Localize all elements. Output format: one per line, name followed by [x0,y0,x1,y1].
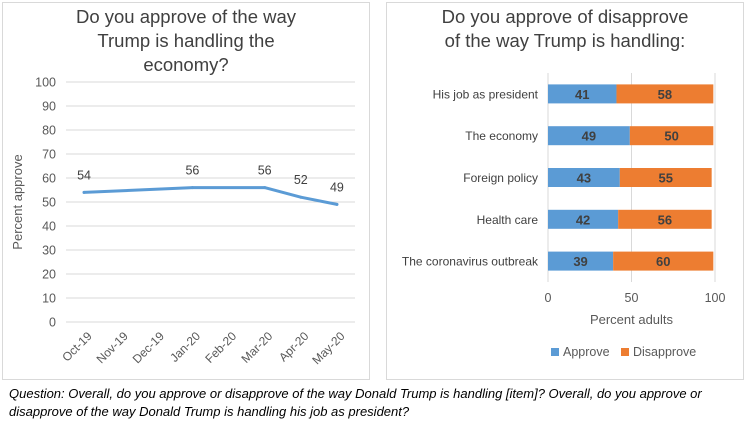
bar-value-label: 55 [659,171,673,186]
y-tick-label: 40 [42,220,56,234]
data-label: 56 [258,164,272,178]
x-tick-label: Feb-20 [202,329,239,366]
x-axis-label: Percent adults [590,312,674,327]
y-tick-label: 70 [42,148,56,162]
bar-value-label: 42 [576,212,590,227]
category-label: The economy [465,129,538,143]
data-label: 49 [330,180,344,194]
data-point [263,186,267,190]
line-chart-title: Do you approve of the way Trump is handl… [3,5,369,77]
x-tick-label: Apr-20 [276,329,312,365]
line-chart-title-line: Do you approve of the way [75,6,297,27]
bar-value-label: 56 [658,212,672,227]
data-point [82,190,86,194]
category-label: His job as president [433,87,539,101]
x-tick-label: Mar-20 [239,329,276,366]
legend-swatch-disapprove [621,348,629,356]
y-tick-label: 0 [49,316,56,330]
bar-chart: 0 50 100 Percent adults His job as president… [402,73,726,359]
disapprove-bar [629,126,714,146]
approve-bar [548,209,619,229]
legend-label: Approve [563,345,610,359]
disapprove-bar [613,251,714,271]
y-axis-label: Percent approve [10,154,25,249]
approve-bar [548,251,614,271]
bar-chart-title: Do you approve of disapprove of the way … [387,5,743,53]
x-tick-label: 100 [705,291,726,305]
y-tick-label: 90 [42,100,56,114]
y-tick-label: 100 [35,76,56,90]
category-label: Health care [477,213,539,227]
data-point [335,202,339,206]
bar-chart-title-line: of the way Trump is handling: [444,30,686,51]
bar-value-label: 41 [575,87,589,102]
y-tick-label: 30 [42,244,56,258]
bar-value-label: 58 [658,87,672,102]
x-tick-label: May-20 [309,329,347,367]
category-label: The coronavirus outbreak [402,255,539,269]
data-label: 56 [185,164,199,178]
survey-question-caption: Question: Overall, do you approve or dis… [9,386,702,419]
disapprove-bar [619,168,712,187]
bar-value-label: 49 [582,129,596,144]
bar-value-label: 43 [577,171,591,186]
disapprove-bar [618,209,712,229]
approve-bar [548,126,630,146]
data-point [190,186,194,190]
x-tick-label: Oct-19 [59,329,95,365]
line-chart-title-line: Trump is handling the [97,30,275,51]
data-label: 54 [77,168,91,182]
approval-line-chart-panel: Do you approve of the way Trump is handl… [2,2,370,380]
data-label: 52 [294,173,308,187]
y-tick-label: 10 [42,292,56,306]
bar-value-label: 50 [664,129,678,144]
bar-value-label: 39 [573,254,587,269]
x-tick-label: 0 [545,291,552,305]
x-tick-label: 50 [625,291,639,305]
bar-chart-title-line: Do you approve of disapprove [441,6,689,27]
y-tick-label: 80 [42,124,56,138]
category-label: Foreign policy [463,171,538,185]
x-tick-label: Nov-19 [94,329,131,366]
x-tick-label: Jan-20 [167,329,203,365]
legend-label: Disapprove [633,345,696,359]
approve-bar [548,84,617,104]
legend-swatch-approve [551,348,559,356]
data-point [299,195,303,199]
approve-bar [548,168,620,187]
line-chart-title-line: economy? [143,54,229,75]
approval-bar-chart-panel: Do you approve of disapprove of the way … [386,2,744,380]
y-tick-label: 60 [42,172,56,186]
disapprove-bar [616,84,714,104]
x-tick-label: Dec-19 [130,329,167,366]
bar-value-label: 60 [656,254,670,269]
line-chart: 0 10 20 30 40 50 60 70 80 90 100 Percent approve Oct… [10,76,355,367]
y-tick-label: 50 [42,196,56,210]
y-tick-label: 20 [42,268,56,282]
